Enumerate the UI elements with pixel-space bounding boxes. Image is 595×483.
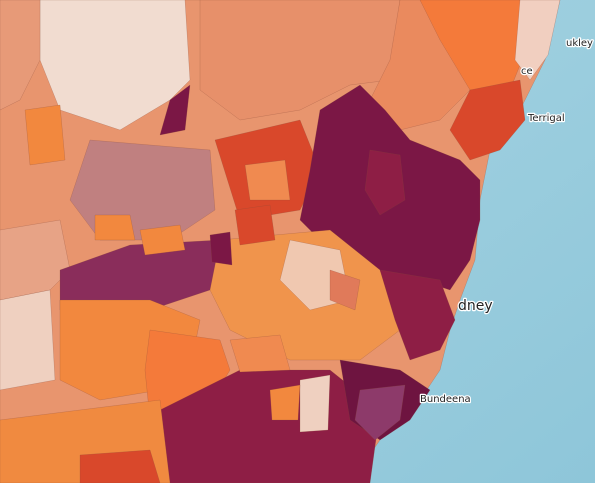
place-label: dney xyxy=(458,298,493,314)
place-label: ce xyxy=(521,66,533,77)
place-label: ukley xyxy=(566,38,593,49)
place-labels: ukley ce Terrigal dney Bundeena xyxy=(419,37,595,407)
place-label: Terrigal xyxy=(527,113,565,124)
place-label: Bundeena xyxy=(420,394,471,405)
regions xyxy=(0,0,561,483)
